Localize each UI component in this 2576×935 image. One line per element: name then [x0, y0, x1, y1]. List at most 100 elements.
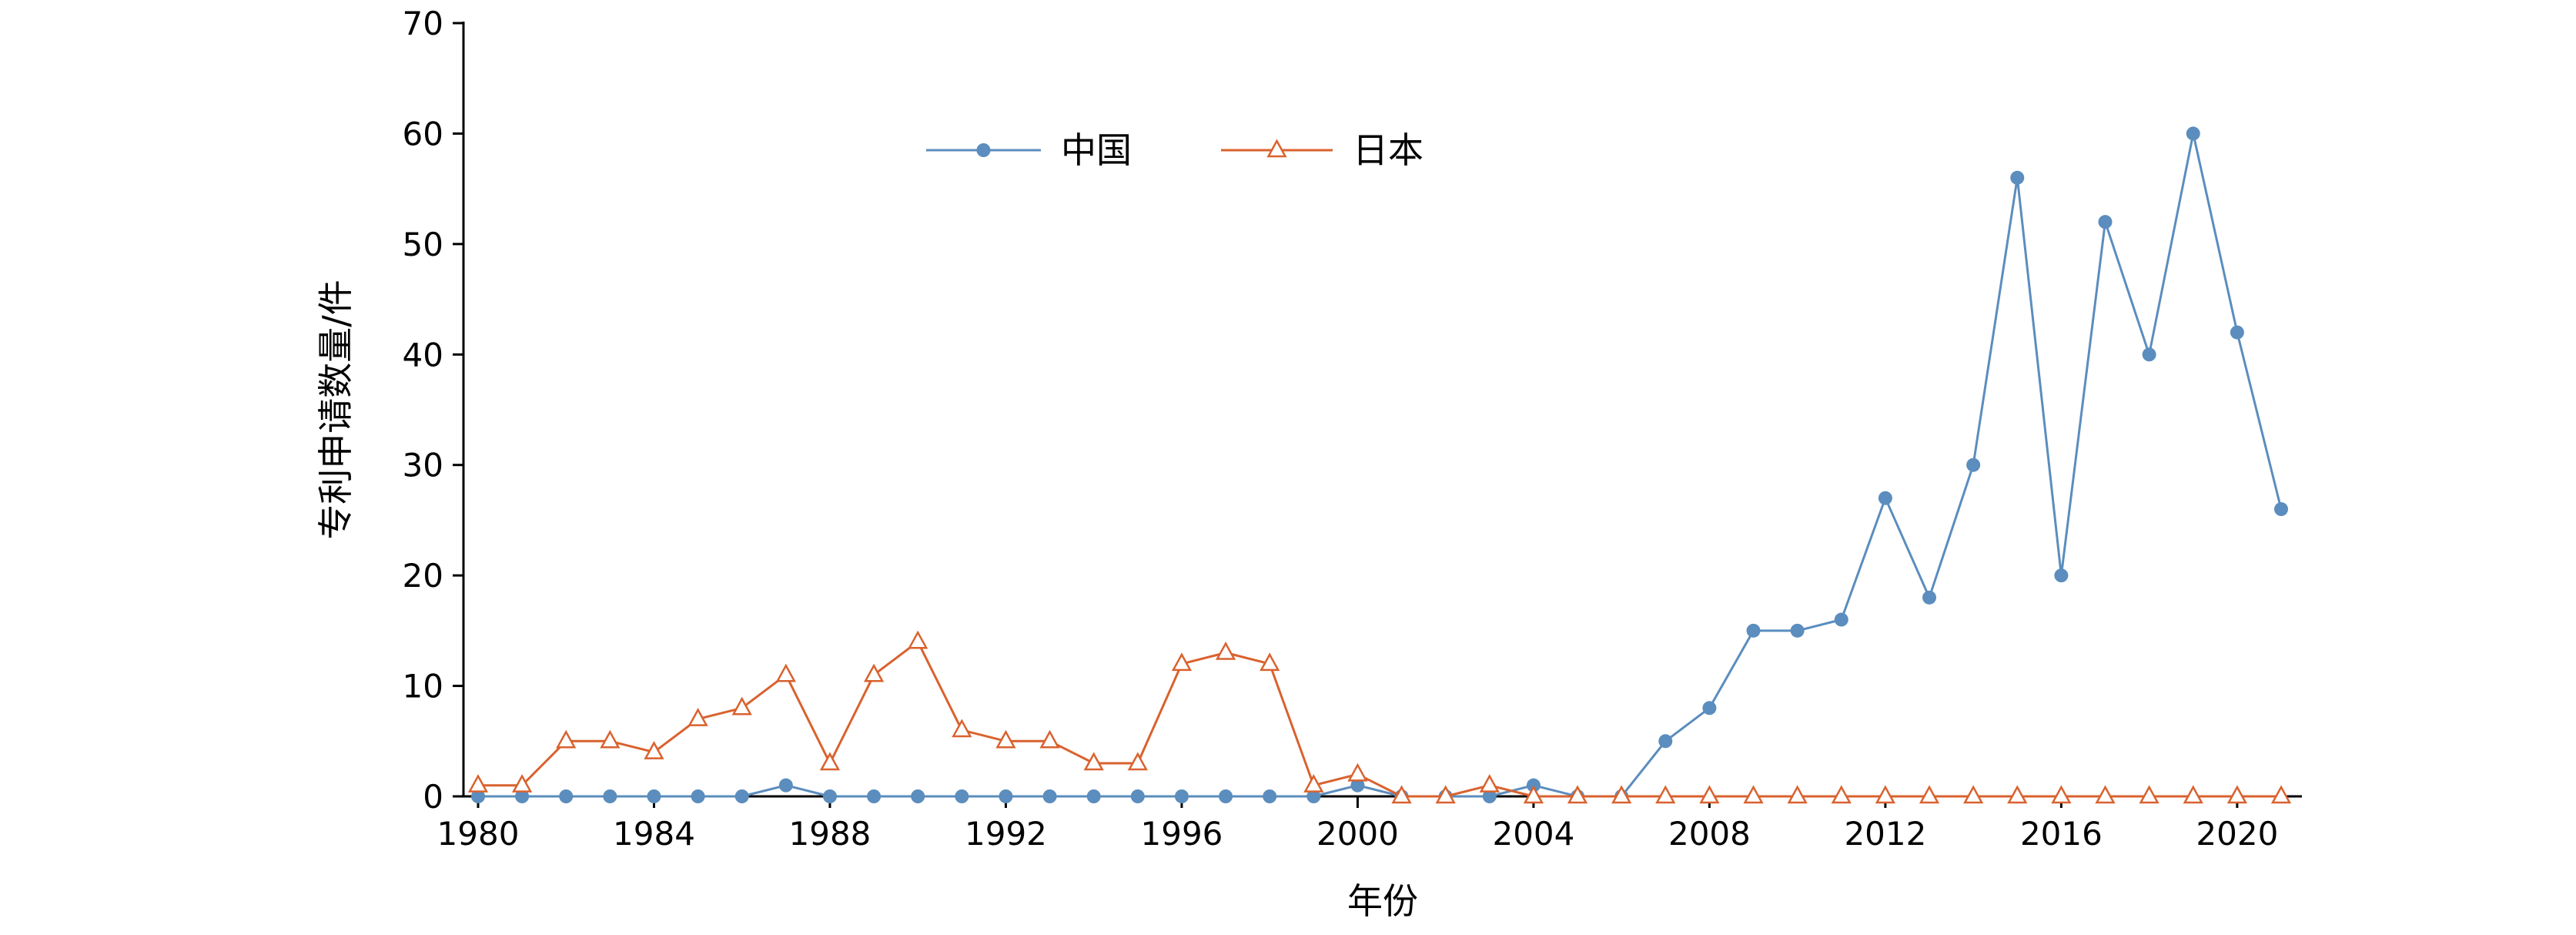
china-marker: [2142, 347, 2156, 362]
legend-label-japan: 日本: [1353, 129, 1423, 171]
china-marker: [471, 789, 485, 803]
japan-marker: [1875, 785, 1896, 804]
japan-marker: [2095, 785, 2116, 804]
china-marker: [2186, 126, 2200, 141]
y-axis-label: 专利申请数量/件: [315, 280, 356, 540]
japan-marker: [2051, 785, 2072, 804]
x-tick-label: 2020: [2196, 815, 2278, 853]
japan-marker: [2226, 785, 2247, 804]
japan-marker: [1743, 785, 1764, 804]
y-tick-label: 0: [423, 778, 443, 816]
china-marker: [1482, 789, 1497, 803]
x-tick-label: 1996: [1141, 815, 1223, 853]
china-marker: [955, 789, 969, 803]
japan-marker: [2007, 785, 2028, 804]
japan-marker: [1435, 785, 1456, 804]
china-marker: [999, 789, 1013, 803]
china-marker: [603, 789, 617, 803]
japan-marker: [1303, 774, 1324, 793]
japan-marker: [1919, 785, 1940, 804]
china-marker: [1086, 789, 1101, 803]
x-tick-label: 1980: [437, 815, 520, 853]
x-tick-label: 1984: [613, 815, 695, 853]
china-marker: [1042, 789, 1057, 803]
china-marker: [1658, 734, 1673, 749]
china-marker: [2054, 568, 2069, 583]
y-tick-label: 10: [403, 668, 443, 705]
japan-marker: [2139, 785, 2159, 804]
japan-marker: [775, 663, 796, 682]
x-tick-label: 2000: [1316, 815, 1399, 853]
china-marker: [515, 789, 530, 803]
japan-marker: [731, 696, 752, 715]
japan-marker: [1039, 729, 1060, 749]
japan-marker: [952, 719, 972, 738]
y-tick-label: 70: [403, 5, 443, 42]
japan-marker: [1127, 752, 1148, 771]
japan-marker: [1567, 785, 1588, 804]
china-marker: [2230, 325, 2244, 340]
china-marker: [778, 778, 793, 793]
x-axis-label: 年份: [1347, 880, 1418, 922]
japan-marker: [908, 630, 928, 649]
china-marker: [1306, 789, 1321, 803]
china-marker: [822, 789, 837, 803]
japan-marker: [600, 729, 621, 749]
legend-china-marker: [976, 143, 991, 157]
china-marker: [2274, 502, 2288, 517]
y-tick-label: 40: [403, 336, 443, 374]
china-marker: [647, 789, 661, 803]
china-marker: [691, 789, 705, 803]
japan-marker: [644, 741, 664, 759]
legend-label-china: 中国: [1061, 129, 1132, 171]
japan-marker: [512, 774, 533, 793]
china-marker: [1834, 612, 1848, 627]
japan-marker: [1260, 652, 1280, 672]
china-marker: [1966, 457, 1981, 472]
japan-marker: [1171, 652, 1193, 672]
china-marker: [1922, 590, 1937, 605]
x-tick-label: 1992: [965, 815, 1047, 853]
china-marker: [1350, 778, 1365, 793]
japan-marker: [819, 752, 841, 771]
japan-marker: [2270, 785, 2292, 804]
y-tick-label: 30: [403, 447, 443, 484]
japan-marker: [1083, 752, 1104, 771]
china-marker: [1702, 701, 1717, 715]
japan-marker: [1655, 785, 1676, 804]
japan-marker: [1963, 785, 1984, 804]
x-tick-label: 2008: [1668, 815, 1751, 853]
china-marker: [1263, 789, 1277, 803]
japan-marker: [995, 729, 1016, 749]
japan-marker: [556, 729, 577, 749]
y-tick-label: 20: [403, 557, 443, 595]
japan-marker: [1523, 785, 1544, 804]
china-marker: [867, 789, 882, 803]
y-tick-label: 50: [403, 226, 443, 263]
japan-marker: [1831, 785, 1852, 804]
china-marker: [1790, 623, 1805, 638]
china-marker: [1746, 623, 1761, 638]
y-tick-label: 60: [403, 115, 443, 152]
china-marker: [2010, 170, 2025, 185]
japan-marker: [1611, 785, 1632, 804]
x-tick-label: 2012: [1844, 815, 1926, 853]
china-marker: [1878, 491, 1892, 505]
japan-marker: [1787, 785, 1808, 804]
japan-marker: [687, 708, 708, 726]
china-marker: [911, 789, 925, 803]
china-marker: [1130, 789, 1145, 803]
china-marker: [1174, 789, 1189, 803]
japan-marker: [863, 663, 885, 682]
series-line-china: [478, 132, 2283, 798]
china-marker: [734, 789, 749, 803]
x-tick-label: 2004: [1492, 815, 1574, 853]
china-marker: [1219, 789, 1233, 803]
japan-marker: [1479, 774, 1500, 793]
japan-marker: [2183, 785, 2203, 804]
japan-marker: [1699, 785, 1720, 804]
x-tick-label: 2016: [2020, 815, 2103, 853]
japan-marker: [1215, 641, 1236, 660]
